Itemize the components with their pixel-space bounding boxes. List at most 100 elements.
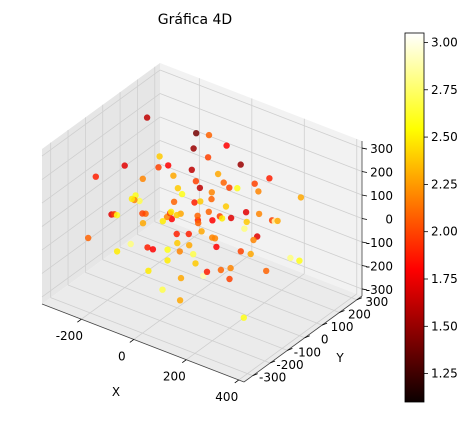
scatter-point xyxy=(204,154,212,161)
scatter-point xyxy=(237,248,244,255)
scatter-point xyxy=(266,175,273,182)
scatter-point xyxy=(168,215,175,223)
z-tick xyxy=(361,147,368,150)
y-tick-label: 100 xyxy=(331,320,354,334)
scatter-point xyxy=(155,164,162,171)
scatter-points xyxy=(85,114,305,321)
z-tick xyxy=(361,194,368,197)
scatter-point xyxy=(143,114,151,121)
scatter-point xyxy=(170,198,178,205)
scatter-point xyxy=(191,199,198,206)
colorbar-ticks: 1.25 1.50 1.75 2.00 2.25 2.50 2.75 3.00 xyxy=(424,35,458,381)
scatter-point xyxy=(85,234,92,242)
scatter-point xyxy=(242,209,250,216)
grid-y-floor xyxy=(137,234,340,313)
scatter-point xyxy=(159,286,166,293)
grid-z-side xyxy=(41,140,161,227)
y-tick-label: 200 xyxy=(348,307,371,321)
y-tick xyxy=(321,322,328,326)
scatter-point xyxy=(217,266,225,274)
scatter-point xyxy=(173,230,180,238)
grid-z-back xyxy=(159,116,363,196)
y-tick xyxy=(339,310,345,313)
scatter-point xyxy=(250,236,257,244)
x-tick-label: 400 xyxy=(215,390,238,404)
scatter-point xyxy=(226,184,233,191)
scatter-point xyxy=(127,240,134,248)
scatter-point xyxy=(237,161,244,168)
x-tick xyxy=(77,318,82,323)
scatter-point xyxy=(128,195,136,203)
scatter-point xyxy=(190,145,197,152)
scatter-point xyxy=(192,178,200,185)
grid-z-back xyxy=(159,210,363,290)
x-axis-label: X xyxy=(112,385,120,399)
scatter-point xyxy=(174,239,181,247)
scatter-point xyxy=(139,220,147,227)
grid-z-back xyxy=(159,69,363,149)
y-tick-label: 0 xyxy=(321,333,329,347)
colorbar: 1.25 1.50 1.75 2.00 2.25 2.50 2.75 3.00 xyxy=(404,32,458,403)
scatter-point xyxy=(178,190,186,198)
scatter-point xyxy=(196,184,204,192)
scatter-point xyxy=(164,246,171,253)
scatter-point xyxy=(255,210,263,218)
scatter-point xyxy=(247,250,254,258)
scatter-point xyxy=(139,175,146,182)
scatter-point xyxy=(203,268,211,275)
z-tick xyxy=(361,265,368,267)
scatter-point xyxy=(220,179,227,186)
grid-lines xyxy=(41,66,363,381)
scatter-point xyxy=(208,189,215,196)
scatter-point xyxy=(165,162,172,169)
scatter-point xyxy=(241,225,248,232)
scatter-point xyxy=(205,208,212,215)
grid-z-side xyxy=(41,116,161,204)
x-tick xyxy=(234,379,239,384)
z-tick-label: 100 xyxy=(370,189,393,203)
z-tick xyxy=(361,171,368,173)
grid-z-back xyxy=(159,93,363,172)
colorbar-tick-label: 3.00 xyxy=(431,35,458,49)
grid-y-floor xyxy=(50,297,253,377)
x-tick xyxy=(182,359,187,364)
colorbar-tick-label: 1.25 xyxy=(431,367,458,381)
scatter-point xyxy=(186,242,193,249)
y-tick xyxy=(269,360,276,364)
scatter-point xyxy=(193,130,200,137)
z-tick-label: -200 xyxy=(366,259,393,273)
y-tick xyxy=(356,297,362,301)
grid-y-floor xyxy=(119,246,323,326)
y-tick xyxy=(287,348,293,351)
scatter-point xyxy=(139,210,146,217)
y-tick-label: -300 xyxy=(259,371,286,385)
scatter-point xyxy=(205,131,213,139)
scatter-point xyxy=(92,173,100,180)
scatter-point xyxy=(113,248,121,255)
scatter-point xyxy=(213,243,220,251)
scatter-point xyxy=(214,170,222,178)
y-tick xyxy=(304,335,310,339)
scatter-point xyxy=(176,248,183,255)
z-tick xyxy=(361,218,368,220)
z-tick xyxy=(361,288,368,291)
grid-z-side xyxy=(41,210,161,298)
scatter-point xyxy=(226,275,233,283)
colorbar-tick-label: 2.25 xyxy=(431,177,458,191)
z-tick-label: -100 xyxy=(366,236,393,250)
grid-z-side xyxy=(41,69,161,157)
x-tick xyxy=(129,339,135,343)
y-tick-label: 300 xyxy=(365,295,388,309)
y-axis-label: Y xyxy=(335,351,344,365)
y-tick xyxy=(252,373,258,377)
scatter-point xyxy=(255,188,262,195)
scatter-point xyxy=(121,162,128,169)
colorbar-tick-label: 1.75 xyxy=(431,272,458,286)
scatter-point xyxy=(197,198,204,205)
grid-y-floor xyxy=(67,284,271,364)
z-tick-label: 200 xyxy=(370,166,393,180)
grid-y-floor xyxy=(85,272,288,351)
axis-ticks: -2000200400-300-200-1000100200300-300-20… xyxy=(56,142,393,404)
x-tick-label: 200 xyxy=(163,370,186,384)
